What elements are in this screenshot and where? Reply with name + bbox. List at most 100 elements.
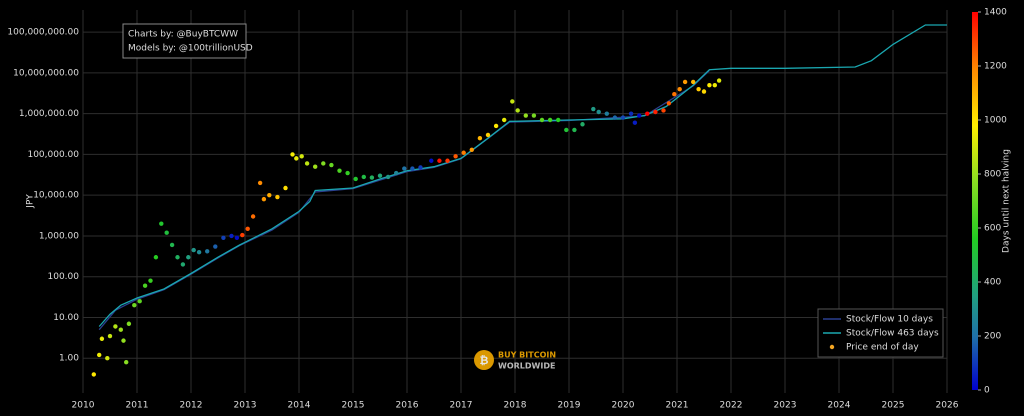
colorbar-tick-label: 1000 (984, 116, 1007, 126)
x-tick-label: 2021 (666, 401, 689, 411)
point (118, 327, 124, 332)
point (564, 127, 569, 133)
watermark-logo-symbol: ₿ (480, 354, 489, 367)
point (142, 283, 148, 288)
point (707, 82, 712, 88)
colorbar-tick-label: 0 (984, 386, 990, 396)
point (712, 82, 717, 88)
point (377, 173, 383, 178)
point (221, 235, 226, 241)
point (604, 111, 609, 116)
point (329, 162, 334, 168)
x-tick-label: 2018 (504, 401, 527, 411)
colorbar-tick-label: 600 (984, 224, 1001, 234)
point (267, 192, 272, 198)
watermark-logo (474, 350, 494, 370)
point (394, 170, 399, 176)
x-tick-label: 2016 (396, 401, 419, 411)
point (275, 194, 280, 200)
point (175, 255, 180, 260)
point (148, 278, 153, 283)
point (213, 244, 218, 249)
point (653, 109, 658, 115)
point (132, 302, 137, 308)
point (137, 299, 142, 304)
point (169, 242, 175, 248)
x-tick-label: 2017 (450, 401, 473, 411)
point (299, 154, 304, 159)
point (353, 176, 358, 182)
point (461, 150, 466, 155)
point (229, 233, 234, 239)
point (437, 158, 442, 163)
y-tick-label: 10,000.00 (33, 191, 79, 201)
point (113, 324, 118, 329)
point (445, 158, 450, 163)
grid (82, 10, 948, 393)
point (180, 262, 186, 267)
point (661, 108, 666, 113)
colorbar-tick-label: 200 (984, 332, 1001, 342)
point (361, 174, 366, 180)
y-axis-label: JPY (26, 194, 36, 209)
legend-label: Stock/Flow 463 days (846, 329, 939, 339)
point (531, 113, 537, 118)
y-tick-label: 10,000,000.00 (13, 68, 79, 78)
point (313, 164, 318, 169)
colorbar-label: Days until next halving (1002, 149, 1012, 253)
legend-swatch (829, 344, 835, 350)
x-tick-label: 2026 (936, 401, 959, 411)
point (612, 115, 618, 120)
y-tick-label: 1.00 (59, 354, 79, 364)
point (677, 86, 682, 92)
point (591, 106, 596, 112)
point (628, 111, 634, 116)
point (477, 136, 483, 141)
annotation: Models by: @100trillionUSD (128, 44, 253, 54)
legend-label: Price end of day (846, 343, 919, 353)
marks (91, 24, 947, 377)
point (547, 117, 553, 123)
point (510, 99, 515, 104)
point (620, 115, 626, 120)
colorbar-tick-label: 800 (984, 170, 1001, 180)
x-tick-label: 2013 (234, 401, 257, 411)
watermark-text: WORLDWIDE (498, 362, 555, 371)
point (716, 78, 722, 83)
y-tick-label: 1,000.00 (39, 231, 79, 241)
y-tick-label: 100,000,000.00 (7, 28, 79, 38)
colorbar-tick-label: 1200 (984, 62, 1007, 72)
point (337, 168, 342, 173)
point (196, 249, 202, 255)
point (453, 154, 458, 159)
colorbar-tick-label: 1400 (984, 8, 1007, 18)
point (429, 158, 434, 163)
point (632, 120, 638, 125)
point (369, 175, 375, 180)
point (205, 249, 210, 254)
point (257, 180, 263, 186)
y-tick-label: 100.00 (48, 272, 80, 282)
point (304, 161, 310, 166)
x-tick-label: 2010 (72, 401, 95, 411)
point (107, 333, 113, 339)
x-tick-label: 2020 (612, 401, 635, 411)
line (98, 24, 947, 327)
point (645, 111, 650, 116)
point (701, 89, 707, 94)
point (696, 86, 701, 92)
point (191, 247, 196, 253)
legend-label: Stock/Flow 10 days (846, 315, 933, 325)
point (99, 336, 105, 341)
point (245, 226, 250, 231)
point (164, 230, 169, 235)
point (572, 127, 577, 133)
point (91, 372, 97, 377)
x-tick-label: 2015 (342, 401, 365, 411)
point (469, 147, 474, 152)
point (637, 113, 642, 118)
point (691, 79, 696, 85)
x-tick-label: 2025 (882, 401, 905, 411)
watermark: ₿ BUY BITCOIN WORLDWIDE (474, 350, 556, 371)
